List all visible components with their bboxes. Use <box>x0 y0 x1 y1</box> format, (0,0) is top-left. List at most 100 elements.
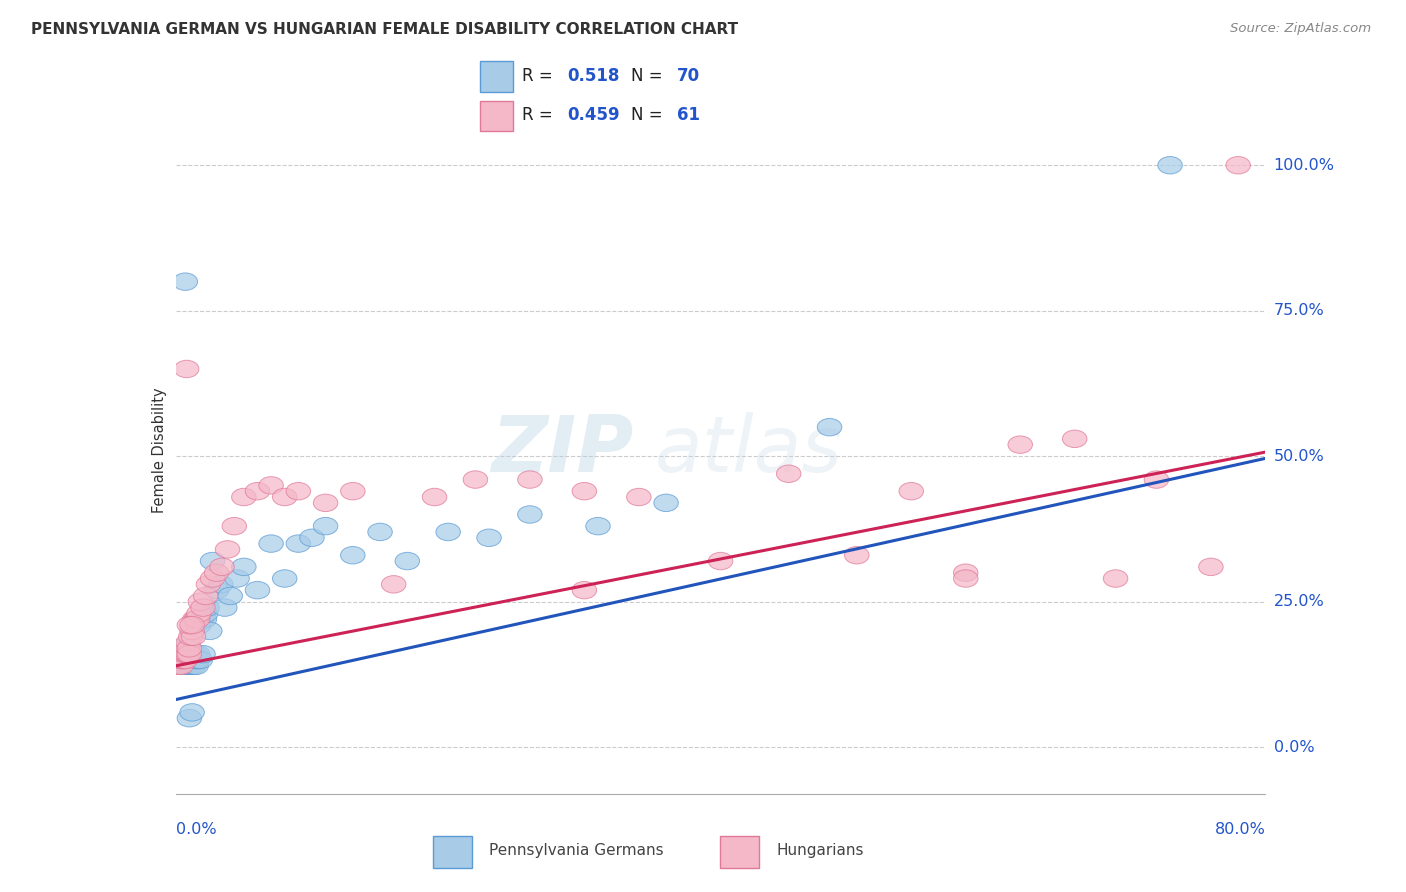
Ellipse shape <box>627 488 651 506</box>
Text: N =: N = <box>631 106 668 124</box>
Ellipse shape <box>194 587 218 605</box>
Text: PENNSYLVANIA GERMAN VS HUNGARIAN FEMALE DISABILITY CORRELATION CHART: PENNSYLVANIA GERMAN VS HUNGARIAN FEMALE … <box>31 22 738 37</box>
Ellipse shape <box>179 657 202 674</box>
Ellipse shape <box>169 651 194 669</box>
Ellipse shape <box>166 657 191 674</box>
Ellipse shape <box>177 646 201 663</box>
Ellipse shape <box>174 651 198 669</box>
Text: ZIP: ZIP <box>491 412 633 489</box>
Ellipse shape <box>169 657 194 674</box>
Ellipse shape <box>176 634 200 651</box>
Ellipse shape <box>177 657 201 674</box>
Ellipse shape <box>395 552 419 570</box>
Ellipse shape <box>197 623 222 640</box>
FancyBboxPatch shape <box>720 836 759 868</box>
Ellipse shape <box>654 494 678 512</box>
Ellipse shape <box>173 646 197 663</box>
Text: Source: ZipAtlas.com: Source: ZipAtlas.com <box>1230 22 1371 36</box>
Ellipse shape <box>170 651 195 669</box>
Ellipse shape <box>183 651 207 669</box>
Ellipse shape <box>180 651 204 669</box>
Text: 75.0%: 75.0% <box>1274 303 1324 318</box>
Ellipse shape <box>173 651 197 669</box>
Ellipse shape <box>1063 430 1087 448</box>
Ellipse shape <box>285 535 311 552</box>
Text: 0.0%: 0.0% <box>1274 739 1315 755</box>
Ellipse shape <box>174 651 198 669</box>
Ellipse shape <box>232 488 256 506</box>
Text: Pennsylvania Germans: Pennsylvania Germans <box>489 844 664 858</box>
Ellipse shape <box>422 488 447 506</box>
Ellipse shape <box>817 418 842 436</box>
FancyBboxPatch shape <box>479 101 513 131</box>
Ellipse shape <box>176 657 200 674</box>
Ellipse shape <box>177 651 201 669</box>
Ellipse shape <box>209 558 235 575</box>
Ellipse shape <box>340 547 366 564</box>
Ellipse shape <box>187 616 211 634</box>
Ellipse shape <box>193 610 217 628</box>
Ellipse shape <box>186 651 209 669</box>
Ellipse shape <box>314 517 337 535</box>
Ellipse shape <box>222 517 246 535</box>
Text: R =: R = <box>523 106 558 124</box>
Text: 100.0%: 100.0% <box>1274 158 1334 173</box>
Ellipse shape <box>225 570 249 587</box>
Ellipse shape <box>1226 156 1250 174</box>
Ellipse shape <box>215 541 240 558</box>
Ellipse shape <box>177 646 201 663</box>
Ellipse shape <box>245 483 270 500</box>
Ellipse shape <box>172 646 197 663</box>
Ellipse shape <box>174 360 198 377</box>
Ellipse shape <box>179 628 202 646</box>
Text: 0.518: 0.518 <box>568 68 620 86</box>
Ellipse shape <box>170 657 195 674</box>
Ellipse shape <box>953 570 979 587</box>
Ellipse shape <box>232 558 256 575</box>
Text: Hungarians: Hungarians <box>776 844 863 858</box>
Ellipse shape <box>170 646 195 663</box>
Ellipse shape <box>436 524 460 541</box>
Ellipse shape <box>191 599 215 616</box>
Ellipse shape <box>167 651 193 669</box>
Ellipse shape <box>200 570 225 587</box>
Ellipse shape <box>517 506 543 524</box>
Ellipse shape <box>183 610 207 628</box>
Ellipse shape <box>172 646 197 663</box>
Ellipse shape <box>180 616 204 634</box>
Ellipse shape <box>204 582 229 599</box>
Ellipse shape <box>169 651 194 669</box>
Ellipse shape <box>177 616 201 634</box>
Ellipse shape <box>172 651 197 669</box>
Ellipse shape <box>181 628 205 646</box>
Ellipse shape <box>170 646 195 663</box>
Ellipse shape <box>299 529 325 547</box>
Ellipse shape <box>173 651 197 669</box>
Ellipse shape <box>166 646 191 663</box>
Ellipse shape <box>1008 436 1032 453</box>
Ellipse shape <box>167 651 193 669</box>
Text: 0.459: 0.459 <box>568 106 620 124</box>
Ellipse shape <box>176 651 200 669</box>
Ellipse shape <box>273 488 297 506</box>
Ellipse shape <box>174 646 198 663</box>
Text: N =: N = <box>631 68 668 86</box>
Ellipse shape <box>174 646 198 663</box>
Ellipse shape <box>197 575 221 593</box>
Ellipse shape <box>463 471 488 488</box>
Ellipse shape <box>709 552 733 570</box>
Ellipse shape <box>1104 570 1128 587</box>
Ellipse shape <box>190 610 214 628</box>
Ellipse shape <box>173 651 197 669</box>
Ellipse shape <box>187 605 211 623</box>
Ellipse shape <box>218 587 242 605</box>
Ellipse shape <box>177 640 201 657</box>
Ellipse shape <box>172 651 197 669</box>
Ellipse shape <box>1157 156 1182 174</box>
Ellipse shape <box>572 582 596 599</box>
Ellipse shape <box>953 564 979 582</box>
Ellipse shape <box>273 570 297 587</box>
Ellipse shape <box>180 623 204 640</box>
Ellipse shape <box>204 564 229 582</box>
Ellipse shape <box>776 465 801 483</box>
